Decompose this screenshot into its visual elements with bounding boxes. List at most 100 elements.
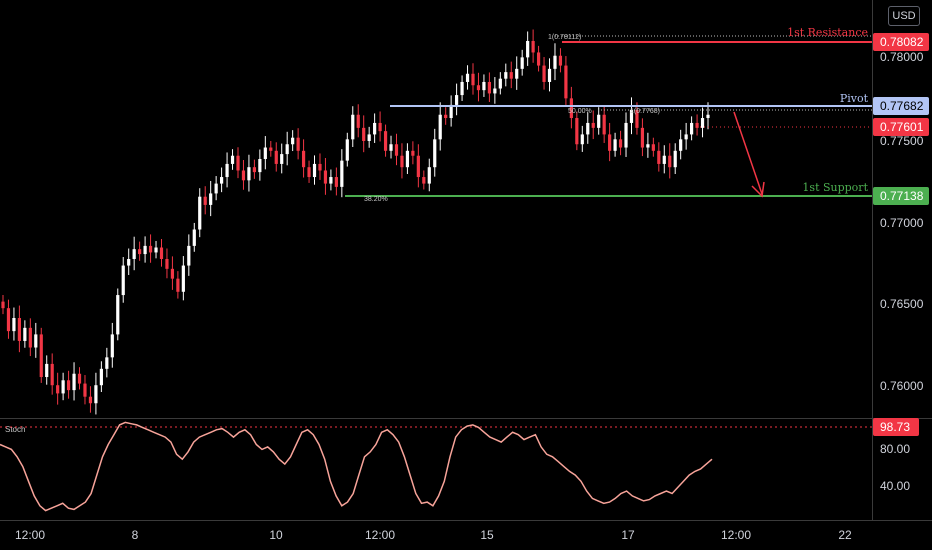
candle[interactable] [28, 327, 32, 348]
candle[interactable] [394, 144, 399, 156]
candle[interactable] [526, 40, 530, 58]
candle[interactable] [110, 334, 114, 358]
candle[interactable] [198, 196, 202, 230]
candle[interactable] [591, 122, 595, 128]
candle[interactable] [438, 114, 442, 140]
candle[interactable] [88, 396, 93, 404]
candle[interactable] [586, 122, 590, 135]
candle[interactable] [236, 155, 240, 171]
candle[interactable] [640, 127, 645, 148]
candle[interactable] [192, 229, 196, 246]
candle[interactable] [405, 150, 410, 168]
candle[interactable] [542, 65, 546, 82]
candle[interactable] [72, 373, 76, 391]
candle[interactable] [487, 81, 491, 94]
candle[interactable] [45, 363, 49, 378]
candle[interactable] [449, 104, 453, 119]
candle[interactable] [307, 167, 311, 178]
candle[interactable] [148, 245, 153, 253]
candle[interactable] [684, 134, 688, 140]
candle[interactable] [422, 177, 426, 184]
stoch-pane[interactable]: Stoch 98.73 80.00 40.00 [0, 418, 919, 512]
candle[interactable] [400, 155, 404, 168]
candle[interactable] [121, 265, 125, 296]
candle[interactable] [498, 78, 502, 89]
currency-button[interactable]: USD [888, 6, 920, 26]
candle[interactable] [66, 380, 71, 391]
candle[interactable] [334, 177, 338, 187]
candle[interactable] [247, 167, 251, 181]
candle[interactable] [340, 160, 344, 187]
candle[interactable] [291, 137, 295, 145]
candle[interactable] [77, 373, 82, 384]
candle[interactable] [536, 52, 541, 66]
candle[interactable] [323, 170, 328, 184]
candle[interactable] [657, 150, 661, 164]
price-axis[interactable]: 0.78000 0.77500 0.77000 0.76500 0.76000 [880, 50, 924, 393]
candle[interactable] [695, 122, 699, 128]
candle[interactable] [613, 139, 617, 151]
candle[interactable] [575, 118, 579, 145]
candle[interactable] [427, 167, 431, 184]
candle[interactable] [482, 81, 486, 91]
candle[interactable] [61, 380, 65, 394]
candle[interactable] [220, 177, 224, 184]
candle[interactable] [94, 385, 98, 404]
candle[interactable] [471, 73, 475, 86]
candle[interactable] [154, 247, 158, 253]
candle[interactable] [608, 134, 612, 151]
time-axis[interactable]: 12:00 8 10 12:00 15 17 12:00 22 [15, 528, 852, 542]
candle[interactable] [673, 150, 677, 168]
candle[interactable] [269, 147, 273, 151]
candle[interactable] [367, 134, 371, 141]
candle[interactable] [356, 114, 360, 128]
candle[interactable] [252, 167, 256, 173]
candle[interactable] [203, 196, 207, 205]
candle[interactable] [99, 368, 103, 386]
candle[interactable] [662, 155, 666, 164]
candle[interactable] [105, 357, 109, 369]
candle[interactable] [159, 247, 164, 259]
candle[interactable] [378, 122, 382, 132]
candle[interactable] [209, 193, 213, 205]
candle[interactable] [241, 170, 246, 181]
candle[interactable] [165, 258, 169, 269]
candle[interactable] [416, 155, 420, 178]
candle[interactable] [39, 334, 43, 378]
candle[interactable] [225, 163, 229, 178]
candle[interactable] [700, 118, 705, 128]
candle[interactable] [351, 114, 355, 140]
candle[interactable] [679, 139, 683, 151]
candle[interactable] [668, 155, 672, 168]
candle[interactable] [116, 295, 120, 335]
candle[interactable] [580, 134, 584, 145]
candle[interactable] [531, 40, 535, 53]
candle[interactable] [602, 114, 606, 135]
candle[interactable] [444, 114, 448, 119]
candle[interactable] [373, 122, 377, 135]
candle[interactable] [34, 334, 38, 348]
candle[interactable] [23, 327, 27, 341]
candle[interactable] [706, 114, 710, 119]
candle[interactable] [558, 55, 563, 66]
candle[interactable] [132, 249, 136, 259]
candle[interactable] [285, 144, 289, 155]
candle[interactable] [12, 318, 16, 332]
candle[interactable] [230, 155, 235, 164]
candle[interactable] [312, 163, 317, 178]
candle[interactable] [187, 245, 191, 266]
candle[interactable] [329, 177, 333, 184]
candle[interactable] [690, 122, 694, 135]
stoch-line[interactable] [0, 421, 713, 512]
candle[interactable] [143, 245, 147, 255]
candle[interactable] [465, 73, 470, 82]
candle[interactable] [176, 278, 180, 292]
candle[interactable] [624, 122, 628, 148]
candle[interactable] [629, 109, 634, 123]
candle[interactable] [651, 144, 655, 151]
candle[interactable] [460, 81, 464, 96]
candle[interactable] [646, 144, 650, 148]
candle[interactable] [170, 268, 175, 279]
candle[interactable] [1, 301, 5, 309]
